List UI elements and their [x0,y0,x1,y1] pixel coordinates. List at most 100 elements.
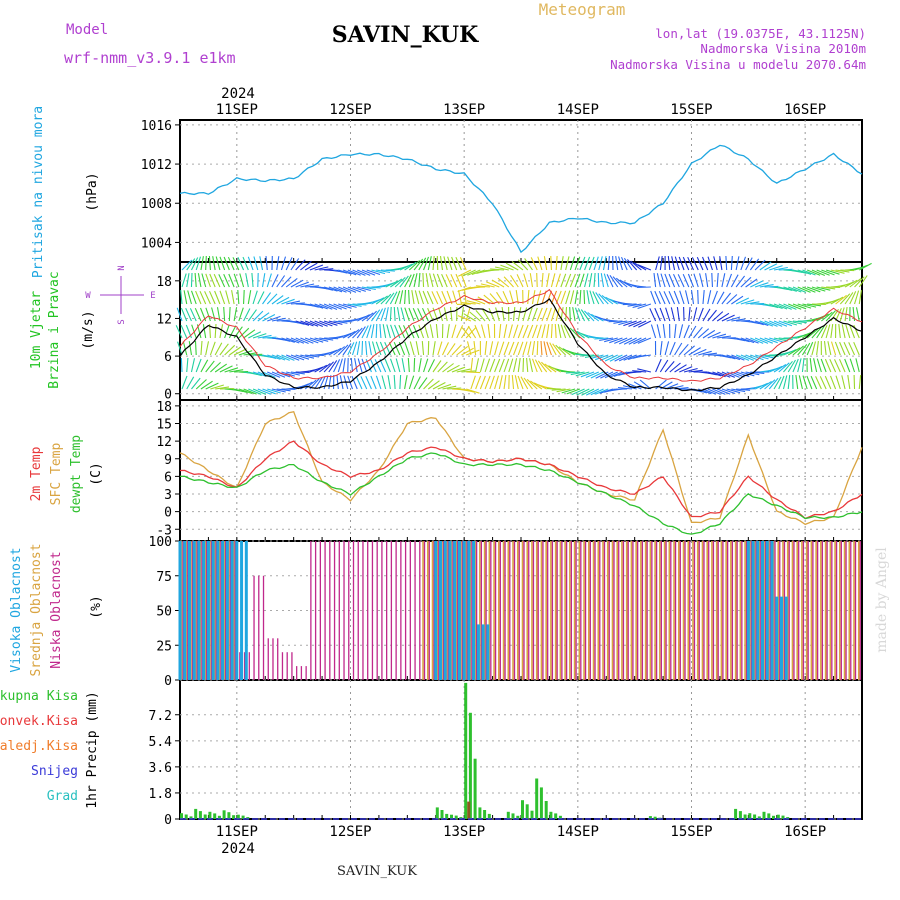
wind-arrow [699,273,704,288]
wind-arrow [319,362,331,373]
wind-arrow [716,291,725,305]
pressure-line [179,144,863,254]
wind-arrow [750,337,764,344]
wind-arrow [778,362,790,373]
y-tick-label: 6 [164,470,172,485]
wind-arrow [238,327,250,339]
wind-arrow [223,273,230,288]
wind-arrow [531,358,538,373]
wind-arrow [849,358,856,373]
wind-arrow [576,388,590,396]
wind-arrow [618,337,633,345]
wind-arrow [328,347,342,356]
wind-arrow [404,261,417,271]
precip-total-bar [487,813,491,819]
wind-arrow [844,358,851,373]
wind-arrow [422,290,429,305]
wind-arrow [783,360,793,373]
wind-arrow [286,371,300,376]
wind-arrow [740,256,747,271]
wind-arrow [423,358,429,373]
wind-arrow [451,366,466,373]
wind-arrow [423,324,429,339]
wind-arrow [361,286,376,290]
wind-arrow [517,358,521,373]
wind-arrow [544,363,557,373]
wind-arrow [441,290,448,305]
model-name: wrf-nmm_v3.9.1 e1km [64,49,236,67]
wind-arrow [485,269,500,272]
wind-arrow [501,307,505,322]
wind-arrow [261,273,266,288]
wind-arrow [707,371,722,377]
precip-total-bar [217,815,221,819]
wind-arrow [457,286,472,293]
wind-arrow [745,337,759,344]
footer-station: SAVIN_KUK [337,864,417,879]
wind-arrow [252,310,264,322]
precip-total-bar [521,800,524,819]
wind-arrow [290,371,305,375]
wind-arrow [439,256,444,271]
wind-arrow [797,344,808,356]
wind-arrow [536,307,543,322]
wind-arrow [604,371,618,379]
wind-arrow [569,306,571,322]
wind-arrow [792,358,799,373]
wind-arrow [309,264,324,271]
wind-arrow [333,346,346,356]
wind-arrow [811,341,817,356]
wind-arrow [816,341,819,356]
wind-arrow [465,327,477,339]
wind-arrow [687,273,695,288]
wind-arrow [487,324,491,339]
wind-arrow [309,337,324,343]
wind-arrow [688,307,691,322]
wind-arrow [820,358,827,373]
wind-arrow [460,307,464,322]
y-tick-label: 12 [156,435,172,450]
wind-arrow [190,290,197,305]
top-day-labels: 11SEP 12SEP 13SEP 14SEP 15SEP 16SEP [216,102,826,118]
wind-arrow [177,341,183,356]
wind-arrow [530,380,543,390]
wind-arrow [399,374,402,390]
precip-snow-label: Snijeg [31,764,78,779]
wind-arrow [839,341,846,356]
wind-arrow [589,354,604,360]
dewpoint-line [179,452,863,535]
wind-arrow [475,310,486,322]
wind-arrow [409,341,415,356]
wind-arrow [792,286,807,293]
wind-arrow [721,388,736,395]
wind-arrow [366,310,377,322]
wind-arrow [665,307,671,322]
wind-arrow [769,320,783,327]
wind-arrow [214,290,221,305]
wind-arrow [636,354,651,358]
wind-arrow [429,273,434,288]
y-tick-label: 25 [156,639,172,654]
wind-arrow [455,256,462,271]
wind-arrow [788,320,803,325]
wind-arrow [408,307,415,322]
wind-arrow [517,375,524,390]
wind-arrow [512,358,518,373]
wind-arrow [543,256,548,271]
wind-arrow [572,307,576,322]
wind-arrow [671,256,676,271]
wind-arrow [467,269,481,276]
wind-arrow [185,324,192,339]
wind-arrow [314,337,329,342]
wind-arrow [659,256,663,271]
wind-arrow [806,375,813,390]
wind-arrow [342,286,357,293]
wind-arrow [381,375,387,390]
wind-arrow [550,307,557,322]
wind-arrow [224,324,230,339]
wind-arrow [731,318,746,322]
wind-arrow [797,358,802,373]
wind-arrow [726,294,738,305]
wind-arrow [432,273,439,288]
wind-arrow [664,361,675,373]
